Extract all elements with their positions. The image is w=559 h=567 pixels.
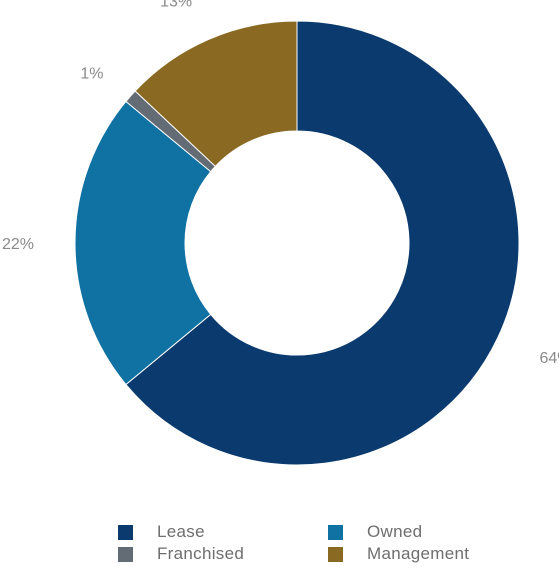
slice-labels: 64% 22% 1% 13% (2, 0, 559, 367)
legend-item-management: Management (328, 544, 518, 564)
donut-slices (74, 20, 520, 466)
legend-swatch-lease (118, 524, 133, 540)
legend-label-lease: Lease (157, 522, 205, 541)
slice-management (134, 20, 298, 168)
slice-label-franchised: 1% (80, 65, 103, 82)
legend-label-owned: Owned (367, 522, 423, 541)
slice-label-management: 13% (160, 0, 192, 11)
slice-owned (74, 100, 212, 386)
legend-swatch-franchised (118, 546, 133, 562)
legend-swatch-owned (328, 524, 343, 540)
legend-item-lease: Lease (118, 522, 328, 542)
chart-legend: Lease Owned Franchised Management (118, 522, 518, 564)
legend-swatch-management (328, 546, 343, 562)
slice-lease (125, 20, 520, 466)
slice-label-owned: 22% (2, 236, 34, 253)
slice-label-lease: 64% (539, 350, 559, 367)
legend-item-franchised: Franchised (118, 544, 328, 564)
legend-item-owned: Owned (328, 522, 518, 542)
legend-label-management: Management (367, 544, 470, 563)
legend-label-franchised: Franchised (157, 544, 245, 563)
